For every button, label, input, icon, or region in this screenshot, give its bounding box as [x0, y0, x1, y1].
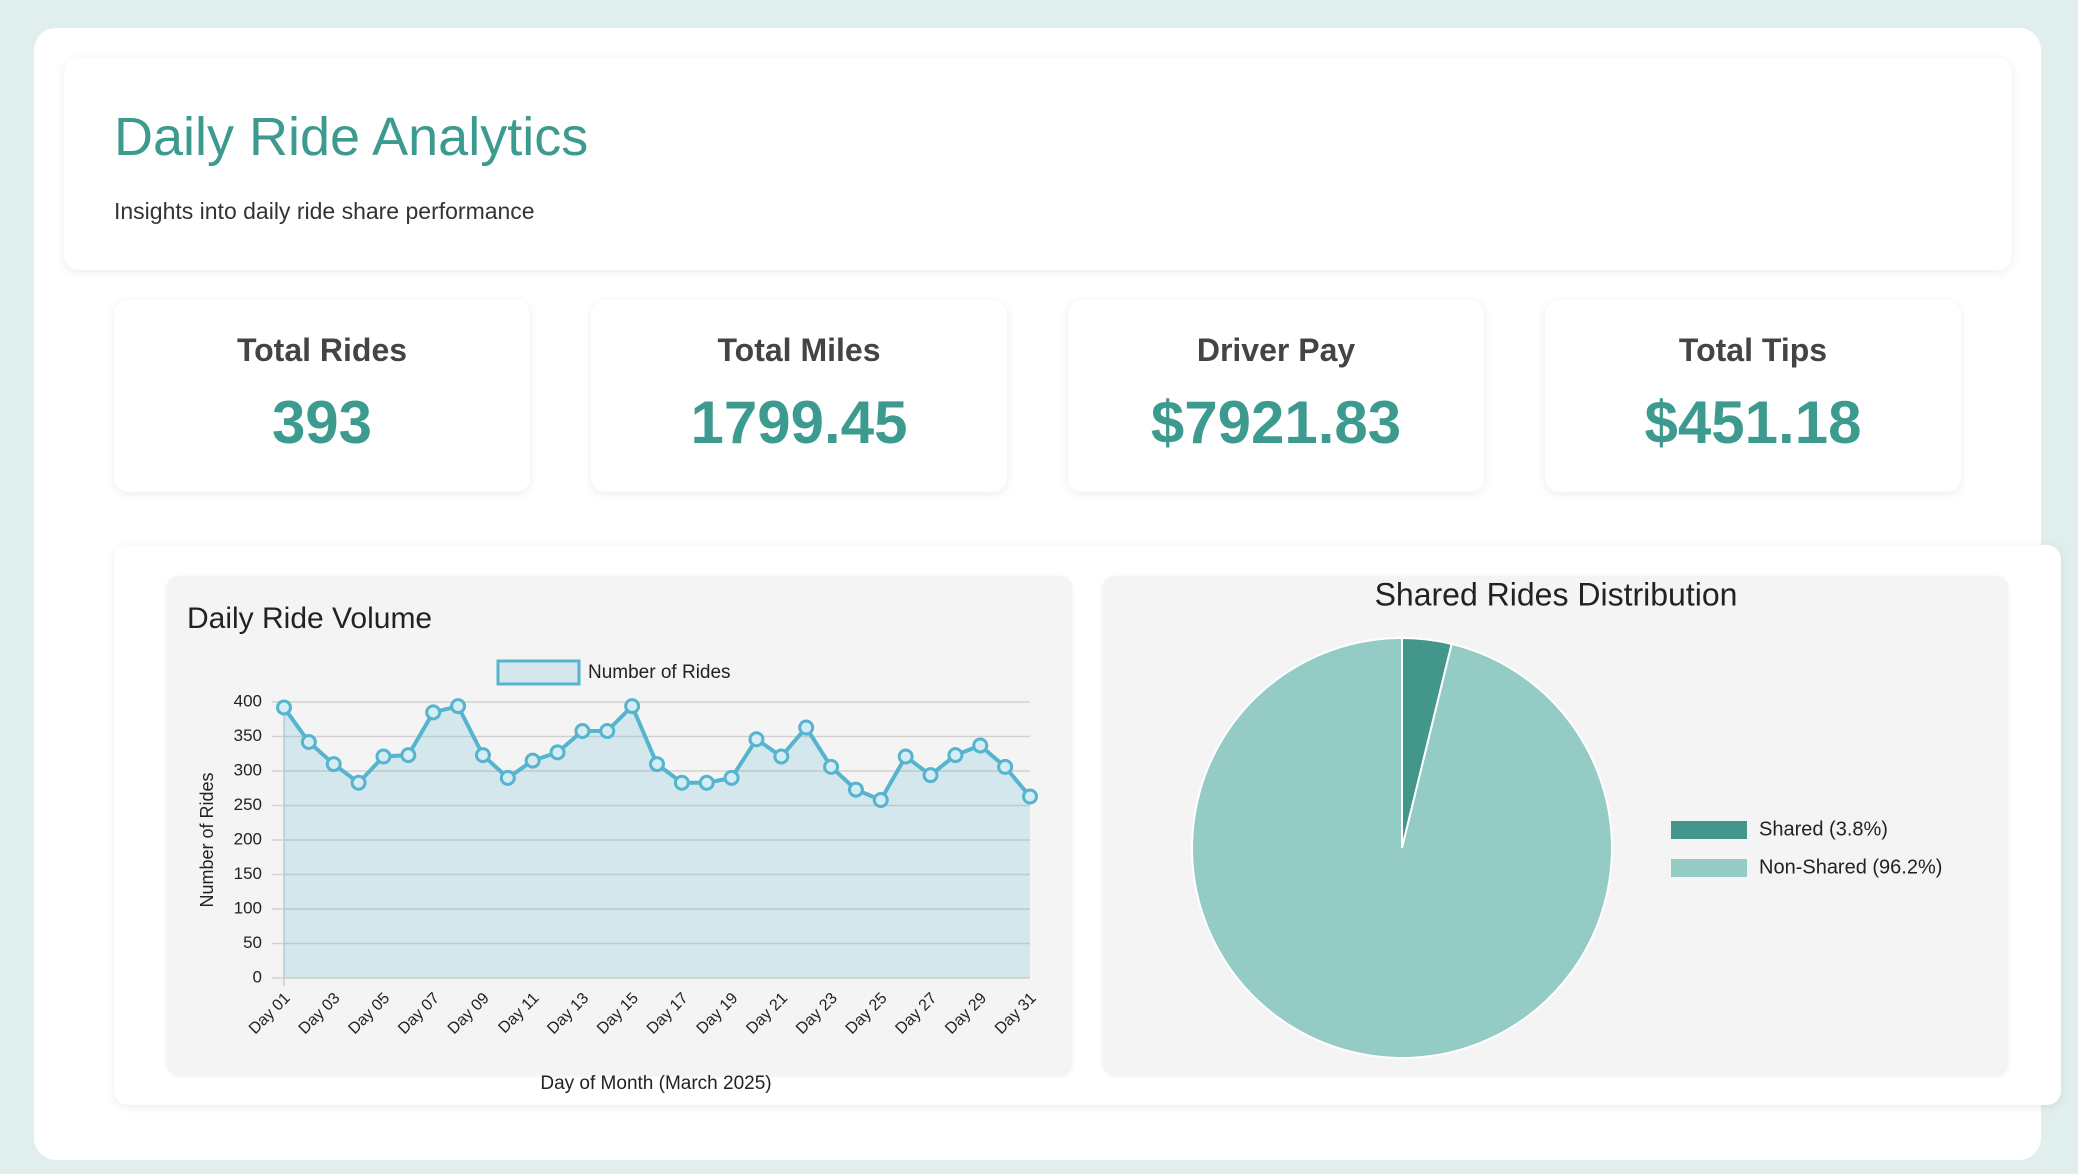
stat-value: 393 [271, 389, 373, 456]
x-tick-label: Day 19 [694, 990, 742, 1038]
point [524, 752, 541, 769]
y-tick-label: 250 [234, 795, 262, 814]
point [997, 758, 1014, 775]
point [1022, 788, 1038, 805]
x-tick-label: Day 11 [495, 990, 542, 1037]
x-tick-label: Day 25 [843, 990, 891, 1038]
point [823, 758, 840, 775]
y-tick-label: 100 [234, 898, 262, 917]
legend-swatch [1671, 821, 1747, 839]
point [947, 747, 964, 764]
stat-value: $7921.83 [1150, 389, 1402, 456]
line-chart-panel [167, 576, 1072, 1075]
y-tick-label: 50 [243, 933, 262, 952]
legend-label: Non-Shared (96.2%) [1759, 856, 1942, 878]
point [549, 744, 566, 761]
y-tick-label: 150 [234, 864, 262, 883]
x-tick-label: Day 21 [743, 990, 791, 1038]
legend-swatch [1671, 859, 1747, 877]
x-tick-label: Day 09 [445, 990, 493, 1038]
x-axis-label: Day of Month (March 2025) [540, 1073, 771, 1094]
y-tick-label: 200 [234, 829, 262, 848]
x-tick-label: Day 27 [892, 990, 940, 1038]
header-card [64, 58, 2012, 270]
x-tick-label: Day 31 [992, 990, 1040, 1038]
stat-card: Total Miles 1799.45 [591, 300, 1007, 492]
stat-value: 1799.45 [690, 389, 908, 456]
stat-label: Total Miles [717, 332, 881, 368]
stat-card: Driver Pay $7921.83 [1068, 300, 1484, 492]
legend-label: Number of Rides [588, 662, 731, 683]
legend-label: Shared (3.8%) [1759, 818, 1888, 840]
x-tick-label: Day 29 [942, 990, 990, 1038]
point [400, 747, 417, 764]
point [649, 756, 665, 773]
point [723, 769, 740, 786]
stat-label: Driver Pay [1196, 332, 1356, 368]
point [574, 722, 591, 739]
chart-title: Shared Rides Distribution [1375, 576, 1738, 612]
pie-slice [1191, 636, 1613, 1059]
point [624, 698, 641, 715]
point [300, 734, 317, 751]
point [922, 767, 939, 784]
page-title: Daily Ride Analytics [114, 107, 589, 167]
point [872, 791, 889, 808]
point [375, 748, 392, 765]
point [474, 747, 491, 764]
stat-label: Total Tips [1678, 332, 1828, 368]
y-axis-label: Number of Rides [197, 772, 217, 907]
chart-title: Daily Ride Volume [187, 602, 432, 635]
point [773, 748, 790, 765]
area [284, 706, 1030, 978]
y-tick-label: 300 [234, 760, 262, 779]
point [698, 774, 715, 791]
x-tick-label: Day 17 [644, 990, 692, 1038]
stat-card: Total Tips $451.18 [1545, 300, 1961, 492]
point [350, 774, 367, 791]
point [897, 748, 914, 765]
x-tick-label: Day 15 [594, 990, 642, 1038]
point [798, 719, 815, 736]
point [748, 731, 765, 748]
stat-label: Total Rides [236, 332, 408, 368]
point [325, 756, 342, 773]
point [847, 781, 864, 798]
point [276, 699, 292, 716]
stat-value: $451.18 [1644, 389, 1862, 456]
point [450, 698, 467, 715]
point [673, 774, 690, 791]
y-tick-label: 400 [234, 691, 262, 710]
x-tick-label: Day 07 [395, 990, 443, 1038]
page-subtitle: Insights into daily ride share performan… [114, 198, 535, 224]
stat-card: Total Rides 393 [114, 300, 530, 492]
x-tick-label: Day 23 [793, 990, 841, 1038]
x-tick-label: Day 03 [296, 990, 344, 1038]
x-tick-label: Day 05 [345, 990, 393, 1038]
x-tick-label: Day 01 [246, 990, 294, 1038]
y-tick-label: 350 [234, 726, 262, 745]
legend-swatch [496, 659, 581, 686]
x-tick-label: Day 13 [544, 990, 592, 1038]
point [599, 722, 616, 739]
point [499, 769, 516, 786]
point [972, 737, 989, 754]
point [425, 704, 442, 721]
y-tick-label: 0 [253, 967, 262, 986]
